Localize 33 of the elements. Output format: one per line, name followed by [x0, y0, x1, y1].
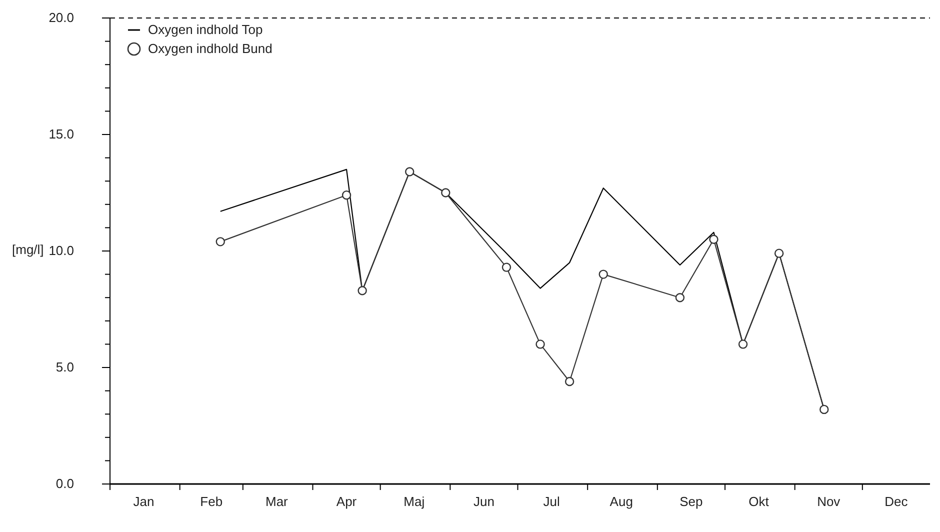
x-tick-label: Mar [266, 494, 289, 509]
y-tick-label: 10.0 [48, 243, 74, 258]
point [358, 286, 367, 296]
point [564, 376, 574, 386]
point [536, 340, 545, 349]
y-tick-label: 20.0 [48, 10, 74, 25]
legend-label: Oxygen indhold Top [148, 22, 263, 37]
x-tick-label: Jul [543, 494, 560, 509]
point [709, 234, 718, 244]
point [502, 262, 512, 272]
y-tick-label: 0.0 [56, 476, 74, 491]
y-tick-label: 5.0 [56, 360, 74, 374]
x-tick-label: Nov [817, 494, 841, 509]
x-tick-label: Sep [680, 494, 703, 509]
point [738, 340, 748, 349]
point [342, 190, 352, 200]
point [774, 248, 784, 258]
point [598, 270, 608, 279]
x-tick-label: Apr [336, 494, 358, 509]
legend-label: Oxygen indhold Bund [148, 41, 272, 56]
x-tick-label: Jun [473, 494, 494, 509]
x-tick-label: Aug [610, 494, 633, 509]
x-tick-label: Dec [884, 494, 908, 509]
y-axis-title: [mg/l] [12, 242, 44, 257]
point [405, 167, 414, 176]
point [675, 293, 685, 302]
point [820, 404, 829, 414]
x-tick-label: Jan [133, 494, 154, 509]
x-tick-label: Okt [748, 494, 770, 509]
y-tick-label: 15.0 [48, 126, 74, 142]
x-tick-label: Maj [404, 494, 425, 509]
x-tick-label: Feb [200, 494, 223, 509]
point [441, 188, 450, 198]
